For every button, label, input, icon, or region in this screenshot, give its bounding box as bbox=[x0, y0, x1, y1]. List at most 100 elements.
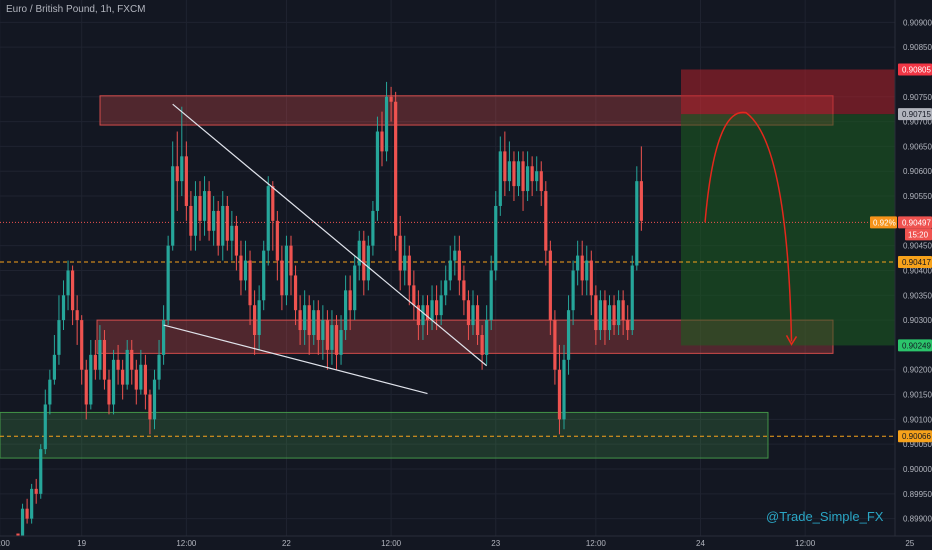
candle-body bbox=[576, 255, 580, 271]
time-tick-label: 19 bbox=[77, 539, 86, 548]
candle-body bbox=[448, 260, 452, 281]
candle-body bbox=[293, 275, 298, 311]
candle-body bbox=[430, 300, 434, 321]
price-label-badge bbox=[898, 430, 932, 443]
candle-body bbox=[512, 161, 516, 187]
trendline-upper-descending bbox=[172, 103, 488, 367]
candle-body bbox=[93, 354, 97, 370]
candle-body bbox=[557, 369, 562, 420]
candle-body bbox=[134, 369, 138, 390]
candle-body bbox=[353, 265, 357, 311]
candle-body bbox=[485, 320, 489, 355]
candle-body bbox=[180, 156, 184, 182]
price-label-text: 0.90249 bbox=[902, 341, 931, 350]
time-tick-label: 12:00 bbox=[176, 539, 197, 548]
candle-body bbox=[521, 161, 525, 192]
candle-body bbox=[375, 131, 380, 211]
candle-body bbox=[462, 280, 466, 301]
candle-body bbox=[166, 245, 170, 321]
candle-body bbox=[248, 260, 252, 306]
candle-body bbox=[57, 320, 61, 355]
horizontal-levels bbox=[0, 221, 895, 437]
candle-body bbox=[102, 339, 107, 380]
candle-body bbox=[489, 270, 493, 321]
candle-body bbox=[316, 310, 320, 340]
candle-body bbox=[366, 245, 370, 281]
candle-body bbox=[216, 210, 220, 246]
price-label-badge bbox=[898, 63, 932, 76]
time-tick-label: 24 bbox=[696, 539, 705, 548]
candle-body bbox=[39, 449, 43, 494]
candle-body bbox=[371, 210, 375, 246]
symbol-title: Euro / British Pound, 1h, FXCM bbox=[6, 4, 146, 15]
candle-body bbox=[589, 260, 593, 296]
price-label-text: 0.90805 bbox=[902, 65, 931, 74]
candle-body bbox=[280, 260, 284, 296]
price-tick-label: 0.90900 bbox=[903, 18, 932, 27]
price-tick-label: 0.90700 bbox=[903, 118, 932, 127]
candle-body bbox=[594, 295, 598, 331]
candle-body bbox=[275, 220, 279, 261]
price-label-text: 0.90417 bbox=[902, 258, 931, 267]
candle-body bbox=[439, 295, 443, 316]
candle-body bbox=[71, 270, 75, 311]
candle-body bbox=[266, 186, 270, 251]
candle-body bbox=[566, 310, 571, 360]
price-tick-label: 0.90200 bbox=[903, 366, 932, 375]
projection-arrowhead bbox=[785, 335, 798, 346]
candle-body bbox=[621, 300, 625, 321]
time-axis[interactable]: 12:001912:002212:002312:002412:002512:00… bbox=[0, 535, 932, 550]
candle-body bbox=[212, 210, 216, 231]
candle-body bbox=[639, 181, 643, 221]
trendlines bbox=[163, 103, 488, 395]
price-tick-label: 0.90450 bbox=[903, 242, 932, 251]
price-axis[interactable]: 0.90900 0.90850 0.90750 0.90700 0.90650 0.906… bbox=[870, 0, 932, 550]
candle-body bbox=[66, 270, 70, 296]
candle-body bbox=[239, 255, 243, 281]
candle-body bbox=[334, 325, 339, 355]
countdown-badge bbox=[905, 228, 932, 241]
candle-body bbox=[125, 349, 129, 385]
take-profit-zone bbox=[681, 114, 895, 346]
candle-body bbox=[25, 508, 29, 519]
candle-body bbox=[416, 305, 420, 326]
candle-body bbox=[466, 300, 471, 326]
candle-body bbox=[312, 310, 316, 335]
candle-body bbox=[630, 265, 634, 331]
candle-body bbox=[548, 250, 552, 321]
price-tick-label: 0.90050 bbox=[903, 440, 932, 449]
candle-body bbox=[598, 300, 602, 331]
candle-body bbox=[571, 270, 575, 311]
price-candles bbox=[16, 81, 643, 544]
candle-body bbox=[394, 101, 398, 236]
candle-body bbox=[253, 305, 257, 335]
candle-body bbox=[121, 369, 125, 385]
price-tick-label: 0.90600 bbox=[903, 167, 932, 176]
projection-path bbox=[704, 111, 793, 342]
candle-body bbox=[20, 508, 25, 539]
candle-body bbox=[498, 151, 502, 206]
candle-body bbox=[284, 245, 289, 296]
candle-body bbox=[398, 235, 402, 271]
candle-body bbox=[626, 320, 630, 331]
candle-body bbox=[289, 245, 293, 276]
candle-body bbox=[453, 250, 457, 261]
candle-body bbox=[271, 186, 275, 221]
candle-body bbox=[403, 255, 407, 271]
candle-body bbox=[526, 166, 530, 192]
price-label-badge bbox=[898, 108, 932, 121]
candle-body bbox=[84, 369, 88, 405]
price-tick-label: 0.90100 bbox=[903, 415, 932, 424]
candle-body bbox=[130, 349, 134, 370]
candle-body bbox=[412, 285, 416, 306]
candle-body bbox=[234, 225, 238, 256]
candle-body bbox=[175, 166, 179, 182]
candle-body bbox=[207, 191, 211, 231]
candle-body bbox=[607, 305, 612, 331]
candle-body bbox=[139, 364, 143, 390]
candle-body bbox=[162, 320, 166, 355]
candle-body bbox=[30, 488, 34, 519]
candle-body bbox=[184, 156, 188, 206]
candle-body bbox=[585, 260, 589, 281]
